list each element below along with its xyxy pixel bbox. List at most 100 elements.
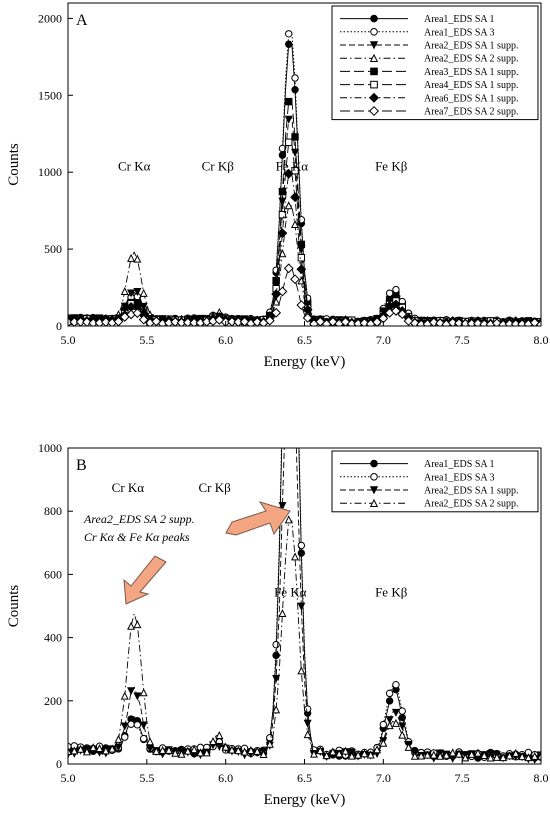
data-point: [429, 750, 438, 759]
data-point: [292, 400, 298, 406]
data-point: [505, 751, 514, 760]
data-point: [114, 734, 123, 743]
data-point: [428, 317, 439, 326]
data-point: [309, 749, 318, 758]
legend-entry: Area2_EDS SA 2 supp.: [424, 54, 518, 65]
data-point: [297, 254, 306, 262]
data-point: [379, 738, 388, 747]
y-tick-label: 1500: [38, 88, 62, 102]
peak-label: Cr Kα: [118, 159, 151, 174]
legend-marker: [369, 41, 379, 50]
legend-entry: Area4_EDS SA 1 supp.: [424, 80, 518, 91]
data-point: [133, 288, 142, 297]
data-point: [272, 640, 280, 649]
data-point: [240, 747, 249, 756]
x-tick-label: 5.5: [139, 333, 154, 347]
data-point: [279, 414, 285, 420]
data-point: [436, 751, 445, 760]
data-point: [316, 746, 325, 755]
y-tick-label: 200: [44, 694, 62, 708]
data-point: [133, 721, 142, 729]
cr-ka-arrow: [123, 555, 167, 605]
data-point: [177, 749, 186, 758]
data-point: [536, 319, 541, 326]
data-point: [328, 747, 337, 756]
data-point: [215, 731, 224, 740]
data-point: [480, 750, 489, 759]
data-point: [398, 722, 407, 731]
data-point: [530, 751, 539, 760]
data-point: [385, 289, 394, 297]
data-point: [127, 621, 136, 630]
x-axis-label: Energy (keV): [264, 792, 346, 808]
data-point: [133, 692, 142, 701]
data-point: [145, 745, 154, 754]
annotation: Area2_EDS SA 2 supp. Cr Kα & Fe Kα peaks: [83, 501, 291, 605]
data-point: [145, 737, 154, 746]
series-line: [68, 518, 541, 760]
data-point: [455, 749, 464, 758]
data-point: [372, 317, 382, 326]
y-tick-label: 1000: [38, 441, 62, 455]
data-point: [467, 749, 476, 758]
data-point: [139, 734, 148, 743]
legend-marker: [369, 53, 379, 62]
legend-marker: [370, 14, 378, 23]
data-point: [95, 744, 104, 753]
y-tick-label: 400: [44, 631, 62, 645]
legend-marker: [368, 105, 380, 117]
data-point: [335, 749, 344, 758]
data-point: [297, 666, 306, 675]
x-tick-label: 7.5: [455, 333, 470, 347]
panel-letter: A: [76, 12, 88, 29]
data-point: [183, 746, 192, 755]
data-point: [227, 745, 236, 754]
y-tick-label: 500: [44, 242, 62, 256]
data-point: [190, 745, 199, 754]
data-point: [152, 746, 161, 755]
legend-entry: Area6_EDS SA 1 supp.: [424, 93, 518, 104]
data-point: [284, 201, 293, 210]
data-point: [373, 745, 382, 754]
data-point: [283, 168, 294, 179]
legend-entry: Area1_EDS SA 1: [424, 14, 495, 25]
data-point: [292, 253, 298, 259]
legend-entry: Area7_EDS SA 2 supp.: [424, 107, 518, 118]
legend-box: [331, 450, 539, 513]
data-point: [158, 745, 167, 754]
data-point: [121, 733, 129, 741]
data-point: [253, 746, 262, 755]
data-point: [417, 751, 426, 760]
data-point: [284, 515, 293, 524]
data-point: [518, 752, 527, 761]
data-point: [410, 751, 419, 760]
data-point: [164, 745, 173, 754]
x-tick-label: 7.5: [455, 771, 470, 785]
data-point: [347, 751, 356, 760]
legend-box: [331, 5, 539, 121]
x-tick-label: 7.0: [376, 771, 391, 785]
data-point: [392, 681, 400, 689]
annotation-text: Cr Kα & Fe Kα peaks: [84, 530, 190, 544]
data-point: [120, 286, 129, 295]
data-point: [285, 40, 293, 48]
data-point: [278, 608, 287, 618]
y-tick-label: 1000: [38, 165, 62, 179]
data-point: [392, 285, 400, 294]
data-point: [272, 705, 281, 714]
data-point: [70, 746, 79, 755]
peak-label: Fe Kα: [274, 585, 307, 600]
data-point: [120, 691, 129, 700]
data-point: [196, 748, 205, 757]
data-point: [461, 753, 470, 762]
data-point: [404, 742, 413, 751]
data-point: [448, 748, 457, 757]
x-tick-label: 8.0: [534, 771, 549, 785]
data-point: [132, 308, 143, 319]
data-point: [138, 314, 149, 325]
data-point: [322, 751, 331, 760]
data-point: [303, 705, 312, 713]
data-point: [296, 264, 307, 275]
legend-marker: [370, 80, 378, 89]
